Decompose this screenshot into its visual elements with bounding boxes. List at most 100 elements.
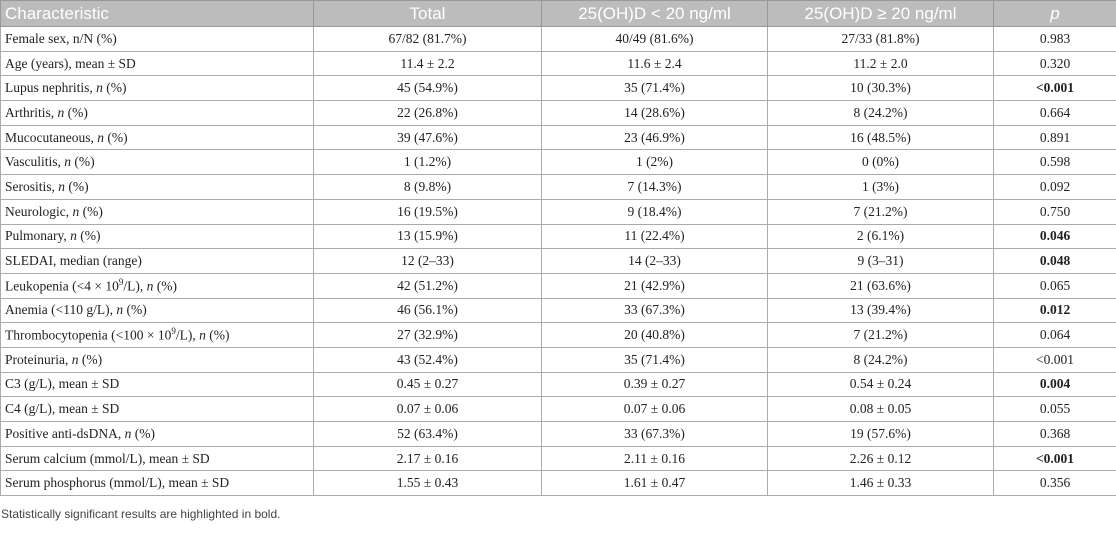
cell: Neurologic, n (%) [0,198,314,225]
cell-text: Serositis, [5,178,59,194]
table-row: Proteinuria, n (%) 43 (52.4%) 35 (71.4%) 8 … [0,346,1116,373]
cell: <0.001 [993,346,1116,373]
cell-text: Vasculitis, [5,154,65,170]
table-row: Neurologic, n (%) 16 (19.5%) 9 (18.4%) 7 (2… [0,198,1116,225]
cell: 8 (9.8%) [313,174,542,200]
cell-text: n [199,327,206,343]
cell: 0.046 [993,223,1116,250]
row-label: Serum calcium (mmol/L), mean ± SD [0,445,314,472]
cell: 9 (3–31) [767,248,994,274]
cell: <0.001 [993,445,1116,472]
cell: 12 (2–33) [313,248,542,274]
cell: 7 (14.3%) [541,174,768,200]
table-row: Positive anti-dsDNA, n (%) 52 (63.4%) 33 (… [0,421,1116,447]
table-row: Mucocutaneous, n (%) 39 (47.6%) 23 (46.9%)… [0,124,1116,151]
cell-text: (%) [131,425,155,441]
cell-text: Arthritis, [5,104,58,120]
cell-text: Neurologic, [5,203,73,219]
cell-text: (%) [79,203,103,219]
cell: 7 (21.2%) [767,198,994,225]
table-row: Pulmonary, n (%) 13 (15.9%) 11 (22.4%) 2 (6… [0,223,1116,250]
cell-text: (%) [76,228,101,244]
cell: 13 (39.4%) [767,297,994,324]
cell: 0.064 [993,322,1116,348]
cell-text: n [146,278,154,294]
cell: 45 (54.9%) [313,75,542,102]
cell: 0.004 [993,371,1116,398]
table-row: Lupus nephritis, n (%) 45 (54.9%) 35 (71.4… [0,75,1116,102]
cell: 33 (67.3%) [541,421,768,447]
row-label: SLEDAI, median (range) [0,248,314,274]
cell-text: n [64,154,71,170]
row-label: C3 (g/L), mean ± SD [0,371,314,398]
cell: 8 (24.2%) [767,100,994,126]
cell: <0.001 [993,75,1116,102]
cell-text: /L), [175,327,200,343]
cell: Lupus nephritis, n (%) [0,75,314,102]
cell: 0.012 [993,297,1116,324]
cell: 52 (63.4%) [313,421,542,447]
header-row: Characteristic Total 25(OH)D < 20 ng/ml 25(… [0,0,1116,27]
cell-text: n [97,129,104,145]
cell: 11 (22.4%) [541,223,768,250]
cell: 27/33 (81.8%) [767,26,994,52]
cell: 0.598 [993,149,1116,176]
cell-text: (%) [78,351,103,367]
row-label: C4 (g/L), mean ± SD [0,396,314,422]
cell-text: Mucocutaneous, [5,129,98,145]
cell: 0.368 [993,421,1116,447]
cell: Arthritis, n (%) [0,100,314,126]
cell-text: (%) [103,129,128,145]
cell: 8 (24.2%) [767,346,994,373]
cell: 0.750 [993,198,1116,225]
header-cell: Characteristic [0,0,314,27]
cell: 16 (48.5%) [767,124,994,151]
cell: 2.26 ± 0.12 [767,445,994,472]
cell-text: (%) [123,302,147,318]
header-cell: Total [313,0,542,27]
cell: 2.17 ± 0.16 [313,445,542,472]
cell-text: n [72,203,80,219]
cell: 0.092 [993,174,1116,200]
cell: Serositis, n (%) [0,174,314,200]
cell: 27 (32.9%) [313,322,542,348]
cell: 0.45 ± 0.27 [313,371,542,398]
cell-text: n [96,80,103,96]
cell: Proteinuria, n (%) [0,346,314,373]
cell-text: (%) [102,80,127,96]
cell: Positive anti-dsDNA, n (%) [0,421,314,447]
cell: 14 (2–33) [541,248,768,274]
cell: 0.048 [993,248,1116,274]
cell: 46 (56.1%) [313,297,542,324]
cell: 1 (2%) [541,149,768,176]
cell: 42 (51.2%) [313,272,542,299]
cell: 19 (57.6%) [767,421,994,447]
table-row: Female sex, n/N (%) 67/82 (81.7%) 40/49 (8… [0,26,1116,52]
cell-text: n [70,228,77,244]
cell-text: Pulmonary, [5,228,71,244]
cell-text: (%) [64,104,88,120]
cell-text: Thrombocytopenia (<100 × 10 [5,327,172,343]
cell: 43 (52.4%) [313,346,542,373]
cell: 10 (30.3%) [767,75,994,102]
table-row: Serositis, n (%) 8 (9.8%) 7 (14.3%) 1 (3%) 0… [0,174,1116,200]
cell: 0 (0%) [767,149,994,176]
cell: 1 (3%) [767,174,994,200]
row-label: Serum phosphorus (mmol/L), mean ± SD [0,470,314,497]
cell: 21 (42.9%) [541,272,768,299]
cell: 23 (46.9%) [541,124,768,151]
cell: 0.08 ± 0.05 [767,396,994,422]
cell-text: Lupus nephritis, [5,80,97,96]
table-row: Vasculitis, n (%) 1 (1.2%) 1 (2%) 0 (0%) 0.5… [0,149,1116,176]
table-row: Leukopenia (<4 × 109/L), n (%) 42 (51.2%)… [0,272,1116,299]
cell: 13 (15.9%) [313,223,542,250]
header-text: 25(OH)D < 20 ng/ml [578,3,731,23]
table-row: C4 (g/L), mean ± SD 0.07 ± 0.06 0.07 ± 0.0… [0,396,1116,422]
cell-text: Proteinuria, [5,351,72,367]
header-cell: p [993,0,1116,27]
cell: Vasculitis, n (%) [0,149,314,176]
cell: 40/49 (81.6%) [541,26,768,52]
header-text: Total [409,3,446,23]
cell: 2.11 ± 0.16 [541,445,768,472]
